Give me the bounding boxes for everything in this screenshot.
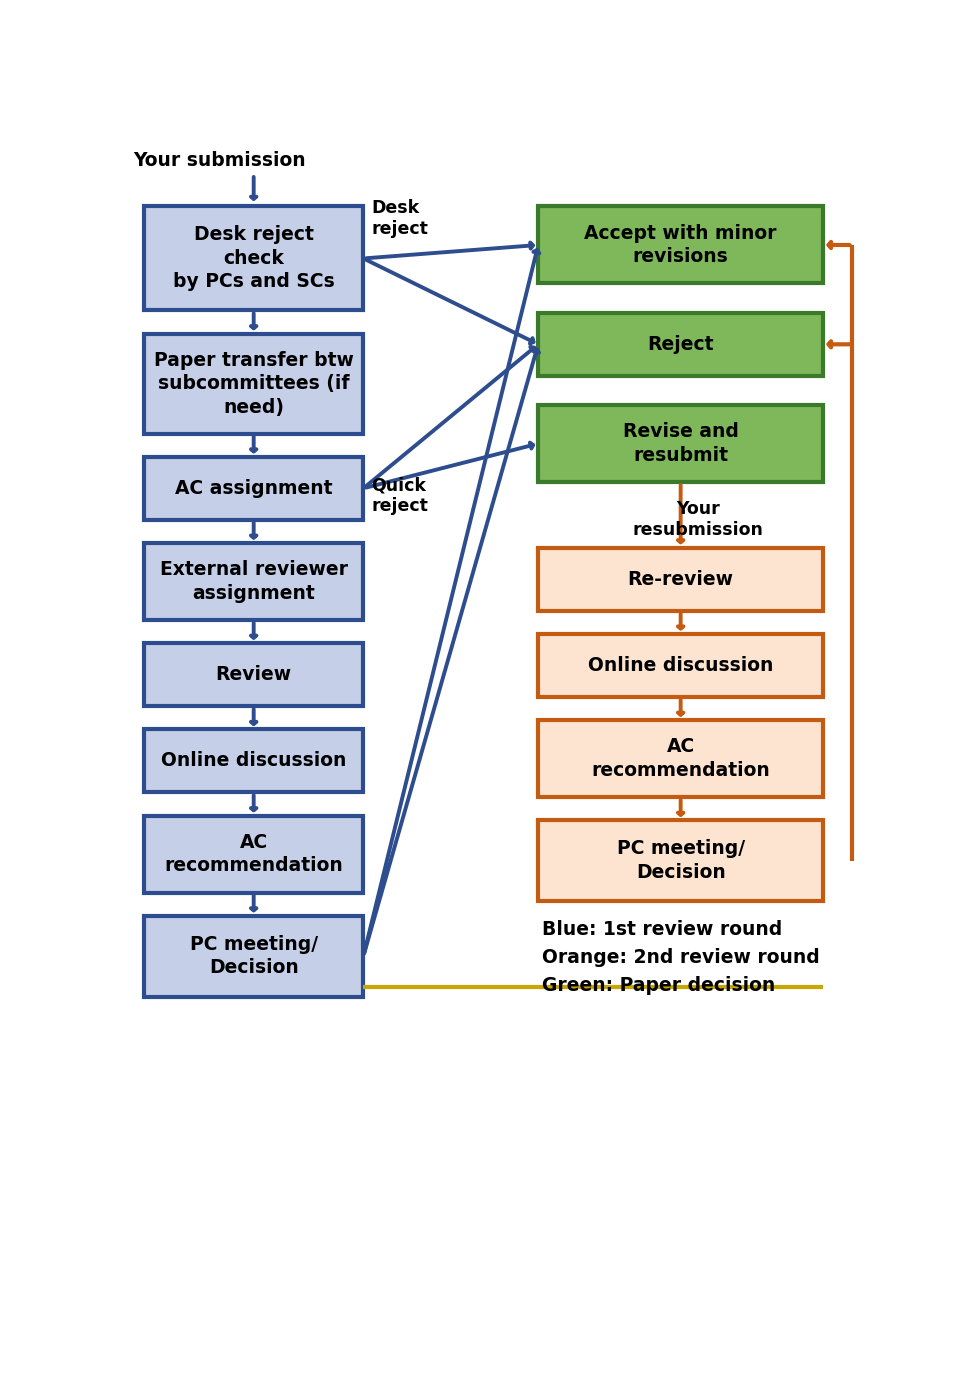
Text: AC
recommendation: AC recommendation xyxy=(591,738,770,779)
Text: Online discussion: Online discussion xyxy=(161,752,347,770)
Text: Online discussion: Online discussion xyxy=(588,656,774,675)
Text: Review: Review xyxy=(216,666,292,684)
FancyBboxPatch shape xyxy=(144,456,364,520)
Text: AC assignment: AC assignment xyxy=(175,479,332,498)
FancyBboxPatch shape xyxy=(539,207,823,283)
FancyBboxPatch shape xyxy=(539,634,823,698)
FancyBboxPatch shape xyxy=(144,915,364,996)
Text: Your
resubmission: Your resubmission xyxy=(632,499,763,538)
Text: Reject: Reject xyxy=(647,334,714,354)
FancyBboxPatch shape xyxy=(539,720,823,798)
FancyBboxPatch shape xyxy=(539,312,823,376)
FancyBboxPatch shape xyxy=(144,542,364,620)
Text: Re-review: Re-review xyxy=(628,570,733,588)
Text: Your submission: Your submission xyxy=(132,151,305,169)
Text: Accept with minor
revisions: Accept with minor revisions xyxy=(585,223,777,266)
FancyBboxPatch shape xyxy=(144,644,364,706)
Text: Revise and
resubmit: Revise and resubmit xyxy=(623,423,738,465)
Text: Desk reject
check
by PCs and SCs: Desk reject check by PCs and SCs xyxy=(173,226,334,291)
Text: Blue: 1st review round
Orange: 2nd review round
Green: Paper decision: Blue: 1st review round Orange: 2nd revie… xyxy=(542,920,820,996)
FancyBboxPatch shape xyxy=(144,730,364,792)
Text: AC
recommendation: AC recommendation xyxy=(164,832,343,875)
FancyBboxPatch shape xyxy=(144,333,364,434)
FancyBboxPatch shape xyxy=(539,405,823,483)
Text: External reviewer
assignment: External reviewer assignment xyxy=(159,560,348,603)
Text: PC meeting/
Decision: PC meeting/ Decision xyxy=(616,839,745,882)
FancyBboxPatch shape xyxy=(539,548,823,610)
FancyBboxPatch shape xyxy=(144,816,364,893)
Text: Paper transfer btw
subcommittees (if
need): Paper transfer btw subcommittees (if nee… xyxy=(154,351,353,416)
FancyBboxPatch shape xyxy=(144,207,364,311)
Text: Desk
reject: Desk reject xyxy=(372,198,428,237)
Text: Quick
reject: Quick reject xyxy=(372,477,428,516)
FancyBboxPatch shape xyxy=(539,820,823,902)
Text: PC meeting/
Decision: PC meeting/ Decision xyxy=(190,935,318,978)
